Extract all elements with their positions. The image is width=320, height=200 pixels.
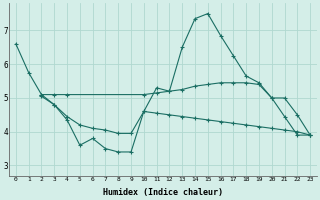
X-axis label: Humidex (Indice chaleur): Humidex (Indice chaleur) bbox=[103, 188, 223, 197]
